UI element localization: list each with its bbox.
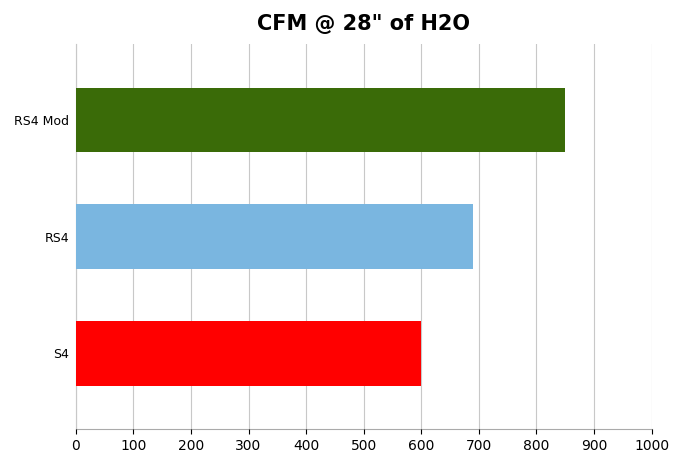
Bar <box>76 88 566 152</box>
Bar <box>76 205 473 269</box>
Title: CFM @ 28" of H2O: CFM @ 28" of H2O <box>257 14 470 34</box>
Bar <box>76 361 421 370</box>
Bar <box>76 127 566 136</box>
Bar <box>76 321 421 386</box>
Bar <box>76 244 473 253</box>
